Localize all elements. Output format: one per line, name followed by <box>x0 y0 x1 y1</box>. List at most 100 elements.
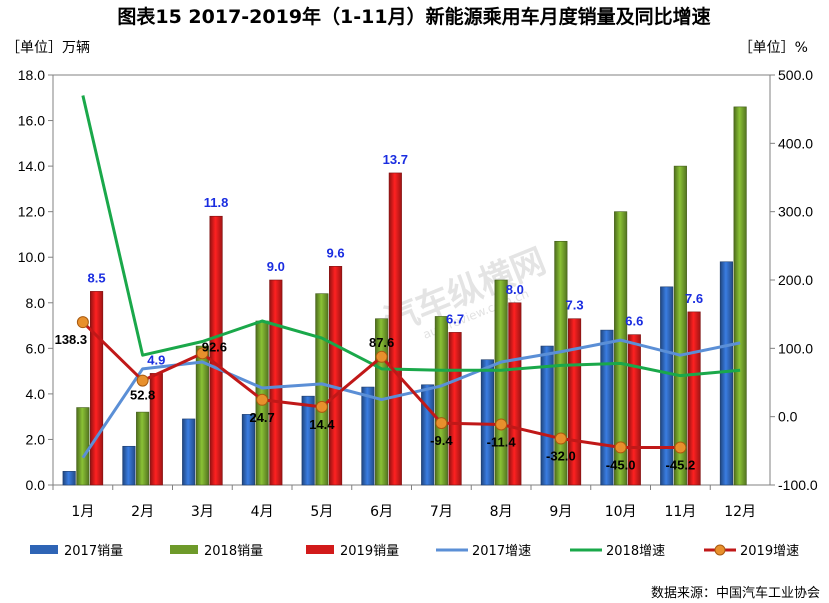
left-axis-unit: ［单位］万辆 <box>6 40 90 56</box>
bar-2018销量 <box>315 293 329 486</box>
bar-label-2019: 8.0 <box>506 282 524 297</box>
legend-swatch <box>170 545 198 554</box>
left-tick-label: 10.0 <box>18 249 45 265</box>
left-tick-label: 12.0 <box>18 204 45 220</box>
right-axis-unit: ［单位］% <box>739 40 808 56</box>
bar-2017销量 <box>540 345 554 486</box>
bar-2018销量 <box>733 106 747 486</box>
bar-2017销量 <box>660 286 674 486</box>
x-tick-label: 3月 <box>191 504 214 520</box>
legend-label: 2019增速 <box>740 544 799 559</box>
line-label-2019增速: -45.2 <box>666 458 696 473</box>
x-tick-label: 5月 <box>310 504 333 520</box>
legend-swatch <box>306 545 334 554</box>
marker-2019增速 <box>375 350 388 363</box>
bar-2018销量 <box>195 345 209 486</box>
bar-label-2019: 9.0 <box>267 259 285 274</box>
bar-label-2019: 7.3 <box>566 298 584 313</box>
bar-label-2019: 13.7 <box>383 152 408 167</box>
x-tick-label: 7月 <box>430 504 453 520</box>
x-tick-label: 2月 <box>131 504 154 520</box>
bar-2017销量 <box>301 395 315 486</box>
data-source: 数据来源：中国汽车工业协会 <box>651 585 820 601</box>
left-tick-label: 16.0 <box>18 113 45 129</box>
x-tick-label: 8月 <box>490 504 513 520</box>
bar-2017销量 <box>480 359 494 486</box>
marker-2019增速 <box>76 316 89 329</box>
legend-marker <box>714 544 726 556</box>
bar-2019销量 <box>388 172 402 486</box>
legend-swatch <box>30 545 58 554</box>
bar-2019销量 <box>269 279 283 486</box>
right-tick-label: -100.0 <box>778 477 818 493</box>
marker-2019增速 <box>196 347 209 360</box>
bar-2018销量 <box>673 165 687 486</box>
bar-2017销量 <box>719 261 733 486</box>
marker-2019增速 <box>256 393 269 406</box>
line-label-2019增速: 138.3 <box>55 332 88 347</box>
marker-2019增速 <box>136 374 149 387</box>
right-tick-label: 500.0 <box>778 67 813 83</box>
x-tick-label: 4月 <box>251 504 274 520</box>
legend-label: 2018增速 <box>606 544 665 559</box>
bar-2018销量 <box>494 279 508 486</box>
marker-2019增速 <box>495 418 508 431</box>
marker-2019增速 <box>614 441 627 454</box>
bar-2017销量 <box>241 414 255 486</box>
bar-label-2019: 8.5 <box>88 270 106 285</box>
bars <box>62 106 747 486</box>
bar-label-2019: 11.8 <box>204 195 229 210</box>
line-label-2019增速: 24.7 <box>249 410 274 425</box>
line-2018增速 <box>81 95 741 378</box>
marker-2019增速 <box>315 400 328 413</box>
bar-2018销量 <box>554 240 568 486</box>
left-tick-label: 8.0 <box>26 295 46 311</box>
watermark: 汽车纵横网 autoreview.com.cn <box>379 241 552 342</box>
left-tick-label: 14.0 <box>18 158 45 174</box>
right-tick-label: 200.0 <box>778 272 813 288</box>
bar-2019销量 <box>687 311 701 486</box>
line-label-2019增速: -11.4 <box>487 434 517 449</box>
bar-label-2019: 6.7 <box>446 311 464 326</box>
right-tick-label: 100.0 <box>778 340 813 356</box>
bar-2018销量 <box>434 316 448 486</box>
legend-label: 2019销量 <box>340 544 399 559</box>
line-label-2019增速: -32.0 <box>546 449 576 464</box>
bar-2019销量 <box>209 215 223 486</box>
left-tick-label: 0.0 <box>26 477 46 493</box>
line-label-2019增速: 92.6 <box>202 339 227 354</box>
bar-2019销量 <box>329 266 343 486</box>
bar-2019销量 <box>568 318 582 486</box>
bar-label-2019: 6.6 <box>625 314 643 329</box>
bar-2018销量 <box>614 211 628 486</box>
bar-label-2019: 7.6 <box>685 291 703 306</box>
x-tick-label: 9月 <box>549 504 572 520</box>
bar-label-2019: 9.6 <box>327 245 345 260</box>
left-tick-label: 6.0 <box>26 340 46 356</box>
data-labels: 8.5 4.9 11.8 9.0 9.6 13.7 6.7 8.0 7.3 6.6 7.6 138.3… <box>55 152 704 473</box>
x-tick-label: 1月 <box>71 504 94 520</box>
bar-2019销量 <box>90 291 104 486</box>
marker-2019增速 <box>435 417 448 430</box>
line-label-2019增速: 14.4 <box>309 417 335 432</box>
x-tick-label: 6月 <box>370 504 393 520</box>
bar-2019销量 <box>448 332 462 486</box>
bar-2019销量 <box>508 302 522 486</box>
x-tick-label: 10月 <box>605 504 637 520</box>
lines <box>76 95 741 459</box>
right-tick-label: 300.0 <box>778 204 813 220</box>
axes: 0.0 2.0 4.0 6.0 8.0 10.0 12.0 14.0 16.0 18.0 -100.… <box>18 67 818 520</box>
line-label-2019增速: -45.0 <box>606 457 636 472</box>
bar-2018销量 <box>76 407 90 486</box>
bar-2017销量 <box>122 445 136 486</box>
bar-2017销量 <box>361 386 375 486</box>
right-tick-label: 400.0 <box>778 135 813 151</box>
bar-label-2019: 4.9 <box>147 352 165 367</box>
bar-2017销量 <box>62 471 76 486</box>
line-label-2019增速: 87.6 <box>369 335 394 350</box>
left-tick-label: 2.0 <box>26 431 46 447</box>
line-label-2019增速: 52.8 <box>130 388 155 403</box>
bar-2018销量 <box>136 411 150 486</box>
left-tick-label: 18.0 <box>18 67 45 83</box>
